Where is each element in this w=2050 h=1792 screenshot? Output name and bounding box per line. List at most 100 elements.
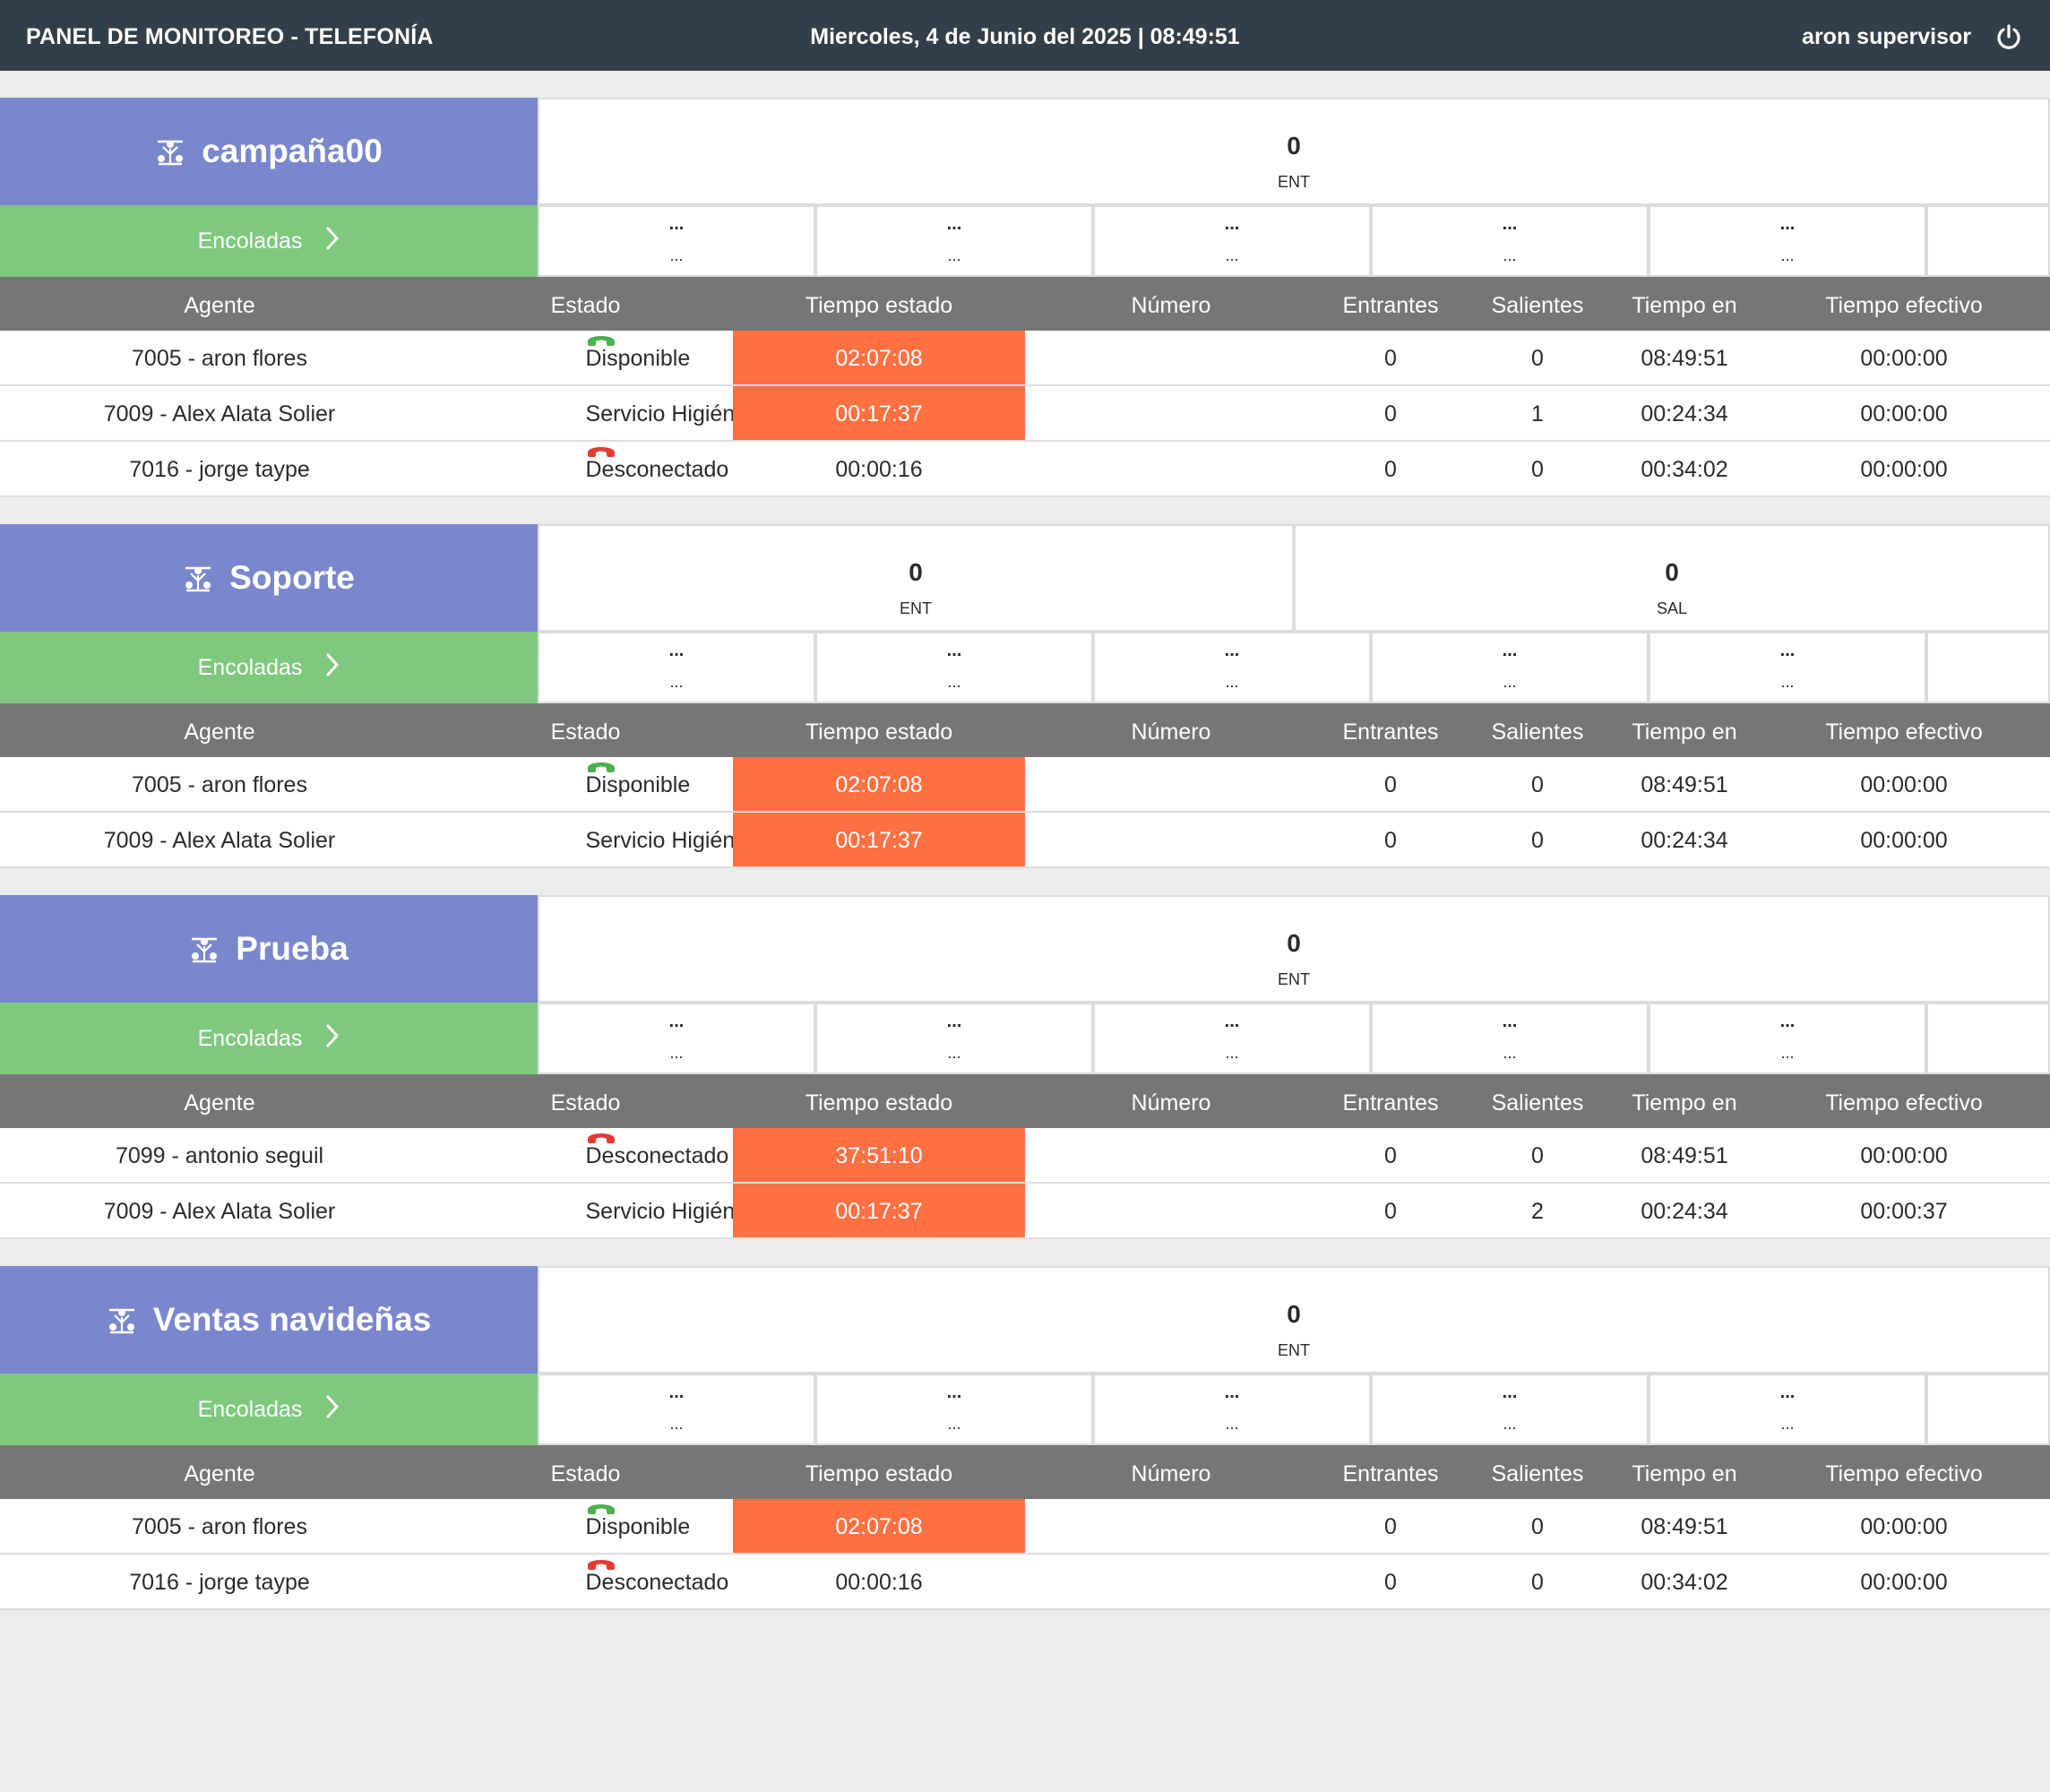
- cell-agente: 7009 - Alex Alata Solier: [103, 828, 336, 853]
- queue-slot[interactable]: ......: [815, 632, 1093, 703]
- table-row: 7005 - aron flores Disponible 02:07:08 0 0 08…: [0, 757, 2050, 813]
- campaign-block: Prueba Encoladas 0 ENT.....................…: [0, 895, 2050, 1239]
- stat-counter-ent: 0 ENT: [538, 895, 2050, 1003]
- queued-calls-button[interactable]: Encoladas: [0, 632, 538, 703]
- queue-slot[interactable]: ......: [538, 1374, 815, 1445]
- queued-calls-button[interactable]: Encoladas: [0, 205, 538, 277]
- agent-status-inner: Disponible: [585, 331, 691, 386]
- column-header-tiempo-estado: Tiempo estado: [805, 1461, 953, 1486]
- queue-slot[interactable]: ......: [1093, 632, 1371, 703]
- phone-hangup-icon: [586, 1128, 638, 1144]
- cell-tiempo-efectivo: 00:00:00: [1860, 1143, 1948, 1168]
- cell-tiempo-en: 08:49:51: [1641, 1514, 1728, 1539]
- stat-value: 0: [1287, 132, 1301, 159]
- table-row: 7099 - antonio seguil Desconectado 37:51:1…: [0, 1128, 2050, 1184]
- queue-slot[interactable]: ......: [538, 1003, 815, 1074]
- stat-value: 0: [1287, 929, 1301, 957]
- cell-tiempo-en: 00:24:34: [1641, 401, 1728, 426]
- table-header: Agente Estado Tiempo estado Número Entrantes…: [0, 1445, 2050, 1499]
- power-icon[interactable]: [1994, 23, 2023, 52]
- cell-tiempo-estado: 00:17:37: [733, 386, 1025, 440]
- queue-slot[interactable]: ......: [815, 1374, 1093, 1445]
- queue-slot-bottom: ...: [1225, 1415, 1239, 1433]
- cell-tiempo-efectivo: 00:00:37: [1860, 1199, 1948, 1224]
- queue-slot[interactable]: ......: [1093, 1374, 1371, 1445]
- queue-slot[interactable]: ......: [1649, 205, 1926, 277]
- column-header-agente: Agente: [184, 719, 255, 745]
- queue-slot-top: ...: [1779, 1012, 1796, 1031]
- column-header-agente: Agente: [184, 1461, 255, 1486]
- queue-slot[interactable]: ......: [815, 205, 1093, 277]
- queue-slot-top: ...: [1779, 1383, 1796, 1402]
- queue-slot-bottom: ...: [1780, 246, 1795, 264]
- cell-tiempo-en: 00:34:02: [1641, 457, 1728, 482]
- queue-slot[interactable]: ......: [1371, 205, 1649, 277]
- queue-slot[interactable]: ......: [1371, 1374, 1649, 1445]
- phone-available-icon: [586, 331, 638, 347]
- queue-slot-empty: [1926, 1374, 2050, 1445]
- table-row: 7009 - Alex Alata Solier Servicio Higiéni…: [0, 1184, 2050, 1239]
- campaign-stats: 0 ENT: [538, 98, 2050, 205]
- queue-slot-bottom: ...: [1780, 1044, 1795, 1062]
- agent-status-inner: Desconectado: [586, 1555, 728, 1610]
- cell-entrantes: 0: [1384, 1199, 1397, 1224]
- campaign-block: Soporte Encoladas 0 ENT 0 SAL................…: [0, 524, 2050, 868]
- queue-slot[interactable]: ......: [538, 632, 815, 703]
- queue-slot-bottom: ...: [1225, 246, 1239, 264]
- phone-hangup-icon: [586, 442, 638, 458]
- queue-slot-top: ...: [1502, 641, 1518, 660]
- queue-slot[interactable]: ......: [1371, 1003, 1649, 1074]
- queue-slot-empty: [1926, 205, 2050, 277]
- queue-slot-top: ...: [946, 1383, 962, 1402]
- campaign-stats: 0 ENT: [538, 1266, 2050, 1374]
- queue-slot-empty: [1926, 1003, 2050, 1074]
- queued-calls-button[interactable]: Encoladas: [0, 1374, 538, 1445]
- agent-status-label: Disponible: [585, 346, 691, 371]
- table-row: 7016 - jorge taype Desconectado 00:00:16 0 0…: [0, 442, 2050, 497]
- queue-slot[interactable]: ......: [538, 205, 815, 277]
- cell-entrantes: 0: [1384, 1570, 1397, 1595]
- queue-slot-top: ...: [1224, 1012, 1240, 1031]
- queue-slot[interactable]: ......: [1371, 632, 1649, 703]
- cell-tiempo-estado: 00:17:37: [733, 1184, 1025, 1237]
- queued-calls-label: Encoladas: [197, 654, 303, 680]
- queue-slot[interactable]: ......: [1649, 1374, 1926, 1445]
- queue-slot-bottom: ...: [1503, 1415, 1517, 1433]
- cell-salientes: 2: [1531, 1199, 1544, 1224]
- column-header-numero: Número: [1131, 1461, 1211, 1486]
- queue-slot[interactable]: ......: [815, 1003, 1093, 1074]
- column-header-tiempo-efectivo: Tiempo efectivo: [1825, 1461, 1983, 1486]
- queue-slot[interactable]: ......: [1093, 205, 1371, 277]
- cell-tiempo-estado: 02:07:08: [733, 331, 1025, 384]
- cell-tiempo-en: 08:49:51: [1641, 772, 1728, 797]
- queued-calls-label: Encoladas: [197, 228, 303, 254]
- column-header-tiempo-estado: Tiempo estado: [805, 719, 953, 745]
- queue-slot-top: ...: [668, 214, 685, 234]
- cell-tiempo-estado: 00:00:16: [835, 457, 923, 482]
- cell-agente: 7005 - aron flores: [132, 1514, 307, 1539]
- cell-tiempo-en: 08:49:51: [1641, 1143, 1728, 1168]
- cell-agente: 7005 - aron flores: [132, 772, 307, 797]
- column-header-tiempo-en: Tiempo en: [1632, 719, 1737, 745]
- queue-slot-top: ...: [1502, 1383, 1518, 1402]
- column-header-entrantes: Entrantes: [1342, 1090, 1439, 1116]
- queue-slot-bottom: ...: [669, 1415, 684, 1433]
- column-header-estado: Estado: [550, 1090, 621, 1116]
- agent-status-inner: Disponible: [586, 1499, 690, 1555]
- queue-slot[interactable]: ......: [1649, 632, 1926, 703]
- queue-slot[interactable]: ......: [1649, 1003, 1926, 1074]
- queue-slot[interactable]: ......: [1093, 1003, 1371, 1074]
- campaign-stats: 0 ENT: [538, 895, 2050, 1003]
- campaign-stats: 0 ENT 0 SAL: [538, 524, 2050, 632]
- queue-slot-bottom: ...: [947, 1415, 961, 1433]
- campaign-icon: [155, 136, 202, 167]
- column-header-entrantes: Entrantes: [1342, 1461, 1439, 1486]
- campaign-title: Soporte: [229, 559, 355, 596]
- queue-slot-top: ...: [1502, 1012, 1518, 1031]
- column-header-tiempo-en: Tiempo en: [1632, 293, 1737, 318]
- queued-calls-button[interactable]: Encoladas: [0, 1003, 538, 1074]
- table-row: 7009 - Alex Alata Solier Servicio Higiéni…: [0, 813, 2050, 868]
- cell-tiempo-estado: 02:07:08: [733, 1499, 1025, 1553]
- cell-tiempo-efectivo: 00:00:00: [1860, 828, 1948, 853]
- queue-slot-top: ...: [946, 1012, 962, 1031]
